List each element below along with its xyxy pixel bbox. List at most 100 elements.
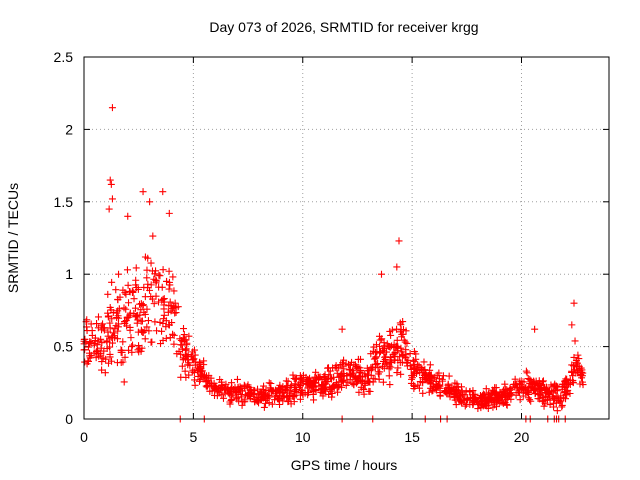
- data-point: [393, 263, 401, 271]
- data-point: [481, 401, 489, 409]
- data-point: [106, 319, 114, 327]
- data-point: [338, 325, 346, 333]
- data-point: [134, 346, 142, 354]
- data-point: [168, 305, 176, 313]
- data-point: [276, 392, 284, 400]
- data-point: [321, 379, 329, 387]
- data-point: [260, 382, 268, 390]
- data-point: [425, 371, 433, 379]
- data-point: [376, 332, 384, 340]
- data-point: [463, 396, 471, 404]
- data-point: [92, 348, 100, 356]
- data-point: [563, 375, 571, 383]
- data-point: [317, 388, 325, 396]
- data-point: [139, 188, 147, 196]
- data-point: [416, 369, 424, 377]
- data-point: [160, 315, 168, 323]
- data-point: [363, 377, 371, 385]
- data-point: [383, 340, 391, 348]
- data-point: [211, 385, 219, 393]
- data-point: [267, 380, 275, 388]
- data-point: [101, 369, 109, 377]
- data-point: [134, 316, 142, 324]
- data-point: [418, 374, 426, 382]
- data-point: [159, 266, 167, 274]
- data-point: [394, 364, 402, 372]
- data-point: [158, 283, 166, 291]
- data-point: [219, 394, 227, 402]
- data-point: [178, 345, 186, 353]
- data-point: [292, 391, 300, 399]
- data-point: [131, 304, 139, 312]
- data-point: [147, 259, 155, 267]
- data-point: [132, 264, 140, 272]
- data-point: [541, 399, 549, 407]
- data-point: [114, 295, 122, 303]
- data-point: [137, 306, 145, 314]
- data-point: [289, 371, 297, 379]
- plot-frame: [83, 56, 610, 420]
- data-point: [387, 331, 395, 339]
- data-point: [518, 383, 526, 391]
- data-point: [511, 380, 519, 388]
- data-point: [370, 343, 378, 351]
- data-point: [115, 270, 123, 278]
- data-point: [104, 328, 112, 336]
- data-point: [95, 337, 103, 345]
- data-point: [566, 390, 574, 398]
- data-point: [369, 375, 377, 383]
- data-point: [360, 385, 368, 393]
- data-point: [276, 401, 284, 409]
- data-point: [123, 266, 131, 274]
- data-point: [165, 278, 173, 286]
- data-point: [503, 386, 511, 394]
- data-point: [550, 396, 558, 404]
- data-point: [98, 339, 106, 347]
- data-point: [419, 389, 427, 397]
- data-point: [444, 384, 452, 392]
- data-point: [550, 403, 558, 411]
- data-point: [143, 266, 151, 274]
- data-point: [233, 375, 241, 383]
- data-point: [181, 367, 189, 375]
- data-point: [160, 305, 168, 313]
- axis-ticks: 0 5 10 15 20 0 0.5 1 1.5 2 2.5: [54, 49, 609, 445]
- data-point: [290, 375, 298, 383]
- data-point: [506, 384, 514, 392]
- data-point: [477, 404, 485, 412]
- data-point: [410, 348, 418, 356]
- data-point: [439, 377, 447, 385]
- data-point: [143, 323, 151, 331]
- data-point: [290, 384, 298, 392]
- data-point: [291, 380, 299, 388]
- data-point: [390, 341, 398, 349]
- data-point: [195, 359, 203, 367]
- x-axis-label: GPS time / hours: [291, 457, 398, 473]
- y-tick-label: 2: [65, 121, 73, 137]
- data-point: [381, 355, 389, 363]
- data-point: [226, 387, 234, 395]
- data-point: [276, 384, 284, 392]
- data-point: [103, 345, 111, 353]
- data-point: [126, 309, 134, 317]
- data-point: [468, 398, 476, 406]
- data-point: [177, 350, 185, 358]
- data-point: [456, 394, 464, 402]
- data-point: [365, 387, 373, 395]
- data-point: [354, 377, 362, 385]
- data-point: [127, 334, 135, 342]
- data-series-srmtid: [80, 104, 587, 423]
- data-point: [176, 335, 184, 343]
- data-point: [560, 382, 568, 390]
- data-point: [133, 284, 141, 292]
- data-point: [531, 390, 539, 398]
- data-point: [144, 317, 152, 325]
- data-point: [376, 342, 384, 350]
- data-point: [119, 338, 127, 346]
- data-point: [410, 381, 418, 389]
- data-point: [432, 382, 440, 390]
- data-point: [262, 396, 270, 404]
- data-point: [160, 311, 168, 319]
- data-point: [334, 388, 342, 396]
- data-point: [111, 325, 119, 333]
